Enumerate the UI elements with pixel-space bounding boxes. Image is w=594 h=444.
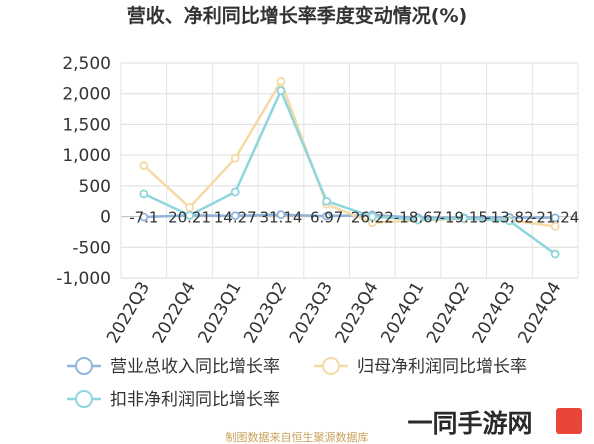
- y-tick-label: -1,000: [56, 269, 111, 289]
- data-point: [413, 215, 423, 225]
- data-label: 6.97: [310, 209, 343, 227]
- data-point: [185, 202, 194, 212]
- chart-title: 营收、净利同比增长率季度变动情况(%): [127, 4, 467, 27]
- series: [139, 77, 560, 259]
- x-axis: 2022Q32022Q42023Q12023Q22023Q32023Q42024…: [103, 279, 565, 347]
- watermark-text: 一同手游网: [407, 409, 532, 438]
- y-tick-label: 1,500: [62, 115, 111, 135]
- data-point: [230, 211, 240, 221]
- watermark-logo-icon: [556, 408, 582, 434]
- data-point: [322, 196, 332, 206]
- x-tick-label: 2024Q4: [514, 279, 565, 347]
- y-tick-label: -500: [72, 238, 111, 258]
- data-label: -13.82: [485, 209, 533, 227]
- legend-marker-icon: [75, 357, 93, 375]
- data-label: 14.27: [214, 209, 257, 227]
- data-point: [550, 213, 560, 223]
- data-point: [230, 187, 240, 197]
- x-tick-label: 2023Q3: [286, 279, 337, 347]
- data-point: [276, 86, 286, 96]
- x-tick-label: 2024Q1: [377, 279, 428, 347]
- legend-label: 归母净利润同比增长率: [357, 357, 527, 377]
- data-point: [550, 221, 560, 231]
- data-point: [139, 189, 149, 199]
- y-tick-label: 2,500: [62, 54, 111, 74]
- legend-item: 营业总收入同比增长率: [67, 357, 280, 377]
- data-point: [367, 212, 377, 221]
- x-tick-label: 2023Q1: [195, 279, 246, 347]
- x-tick-label: 2022Q4: [149, 279, 200, 347]
- x-tick-label: 2024Q3: [469, 279, 520, 347]
- legend-marker-icon: [322, 357, 340, 375]
- data-label: -7.1: [129, 209, 158, 227]
- data-point: [230, 153, 240, 163]
- data-point: [185, 210, 194, 220]
- legend-label: 营业总收入同比增长率: [110, 357, 280, 377]
- data-labels: -7.1 20.21 14.27 31.14 6.97 26.22 -18.67-19.15…: [129, 209, 579, 227]
- legend-item: 归母净利润同比增长率: [314, 357, 527, 377]
- data-label: -18.67: [394, 209, 442, 227]
- data-label: 31.14: [259, 209, 302, 227]
- x-tick-label: 2023Q4: [332, 279, 383, 347]
- y-tick-label: 1,000: [62, 146, 111, 166]
- x-tick-label: 2023Q2: [240, 279, 291, 347]
- data-point: [322, 211, 332, 221]
- watermark: 一同手游网: [407, 408, 582, 438]
- data-point: [459, 214, 469, 223]
- data-label: 26.22: [351, 209, 394, 227]
- x-tick-label: 2024Q2: [423, 279, 474, 347]
- data-point: [139, 212, 149, 222]
- data-label: 20.21: [168, 209, 211, 227]
- series-line: [143, 213, 556, 220]
- y-axis: 2,500 2,000 1,500 1,000 500 0 -500 -1,000: [56, 54, 111, 289]
- source-note: 制图数据来自恒生聚源数据库: [226, 430, 369, 444]
- data-point: [276, 210, 286, 220]
- data-label: -21.24: [531, 209, 579, 227]
- y-tick-label: 0: [100, 208, 111, 228]
- legend-item: 扣非净利润同比增长率: [67, 390, 280, 410]
- y-tick-label: 500: [79, 177, 111, 197]
- gridlines: [120, 62, 579, 279]
- legend-label: 扣非净利润同比增长率: [110, 390, 280, 410]
- data-label: -19.15: [440, 209, 488, 227]
- series-3: [139, 86, 560, 259]
- data-point: [505, 216, 514, 226]
- legend-marker-icon: [75, 390, 93, 408]
- series-line: [143, 87, 556, 256]
- data-point: [550, 249, 560, 259]
- data-point: [139, 161, 149, 170]
- y-tick-label: 2,000: [62, 85, 111, 105]
- data-point: [276, 77, 286, 86]
